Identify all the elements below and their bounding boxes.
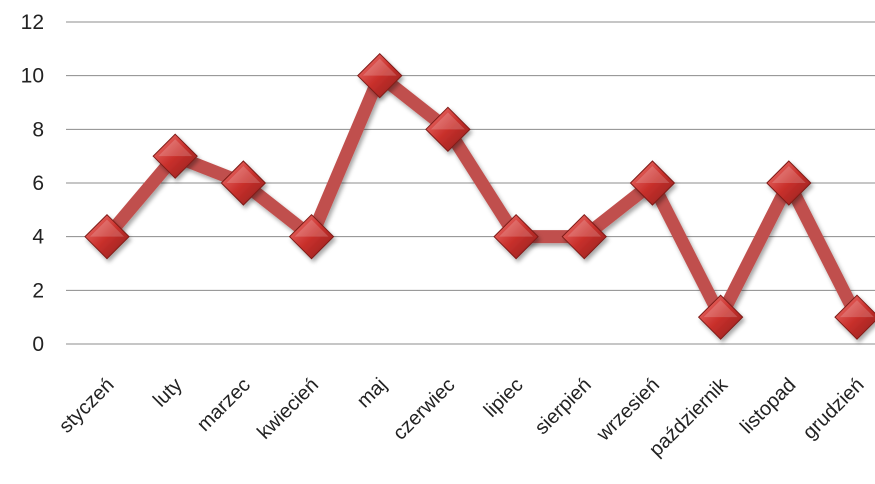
data-point-marker [493,213,539,260]
x-tick-label: czerwiec [389,374,460,445]
y-tick-label: 10 [21,65,44,88]
data-point-marker [357,52,403,99]
x-tick-label: wrzesień [592,374,664,446]
y-tick-label: 4 [32,226,44,249]
series [102,65,863,332]
x-tick-label: grudzień [799,374,869,444]
x-tick-label: marzec [193,374,255,436]
data-point-marker [84,213,130,260]
data-point-marker [220,160,267,206]
data-point-marker [834,294,875,340]
data-point-marker [629,160,676,206]
x-tick-label: sierpień [531,374,596,439]
data-point-marker [766,160,812,206]
y-tick-label: 6 [32,172,44,195]
data-point-marker [561,213,607,260]
data-markers [84,52,875,340]
gridlines [66,21,875,345]
y-tick-label: 2 [32,279,44,302]
x-tick-label: maj [353,374,391,412]
data-point-marker [425,106,471,153]
y-tick-label: 12 [21,11,44,34]
series-line [102,65,863,332]
data-point-marker [152,133,198,179]
y-axis-ticks: 0 2 4 6 8 10 12 [21,11,45,356]
y-tick-label: 0 [32,333,44,356]
data-point-marker [697,294,744,340]
x-tick-label: styczeń [55,374,119,438]
x-tick-label: listopad [736,374,800,438]
x-tick-label: kwiecień [253,374,323,444]
x-tick-label: luty [149,374,187,412]
x-tick-label: lipiec [480,374,528,422]
data-point-marker [288,213,335,260]
y-tick-label: 8 [32,118,44,141]
